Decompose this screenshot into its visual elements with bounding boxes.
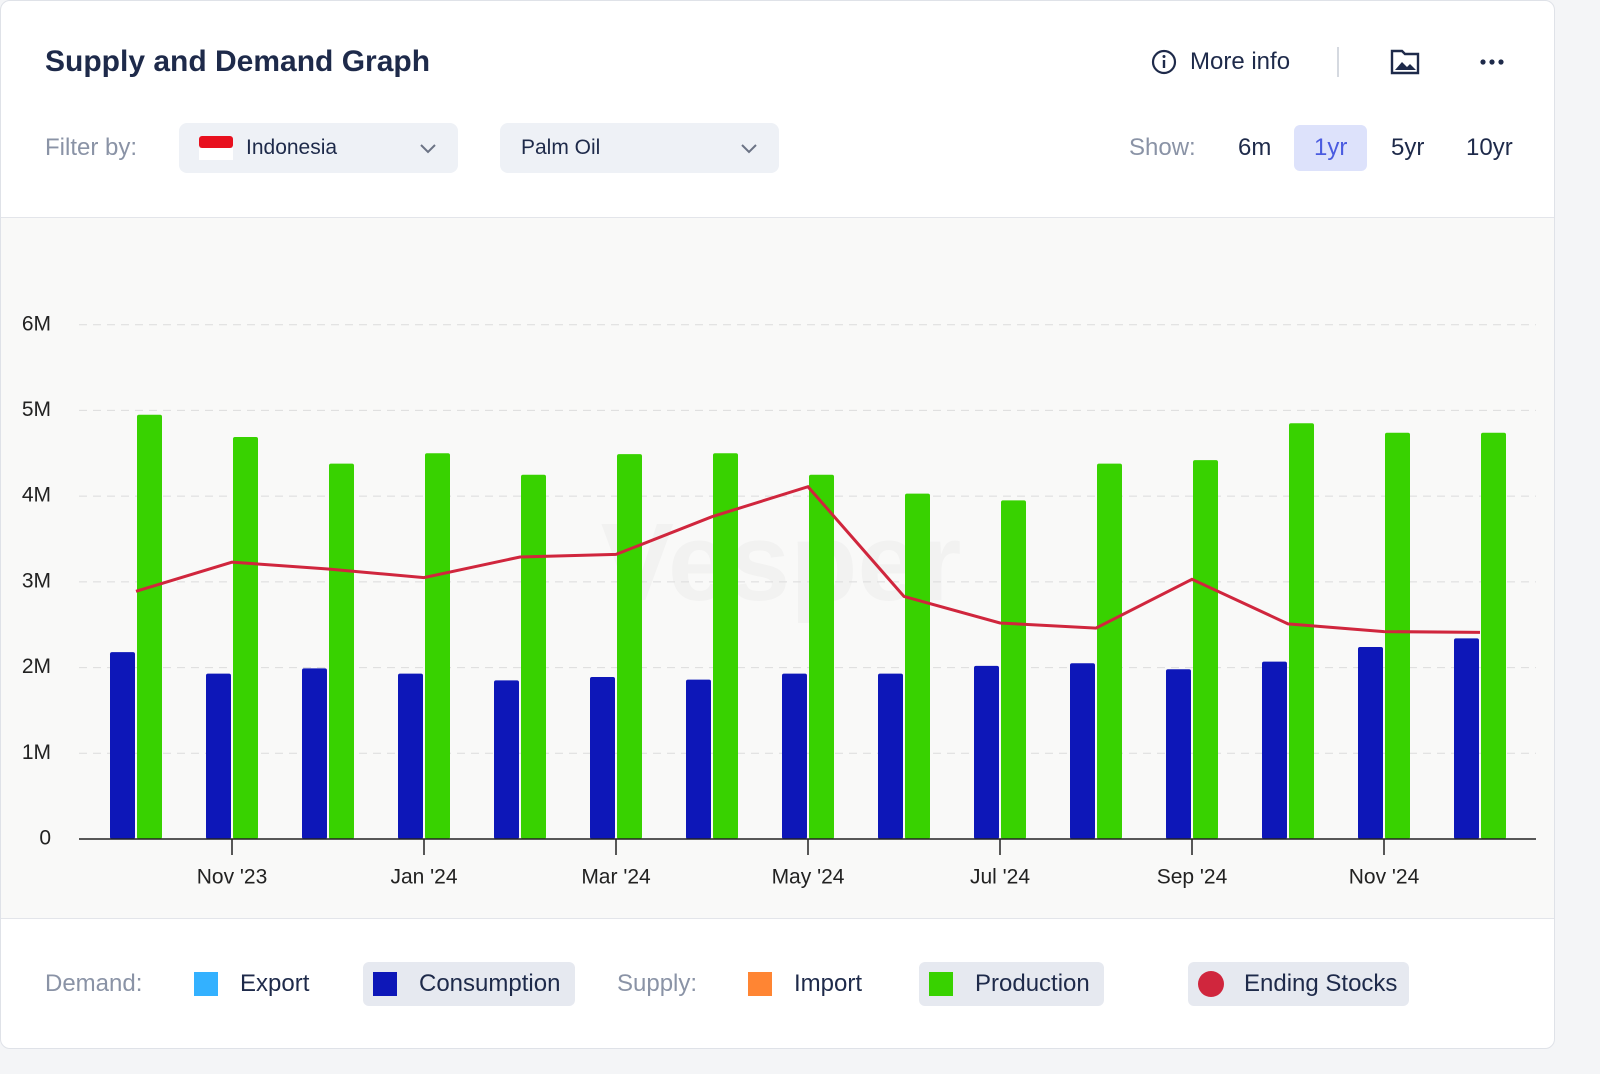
legend-label: Production [975,970,1090,997]
legend-item[interactable]: Production [919,962,1104,1006]
legend-item[interactable]: Consumption [363,962,575,1006]
bar [1193,460,1218,839]
menu-icon[interactable] [1479,57,1507,67]
bar [206,673,231,839]
image-icon[interactable] [1390,47,1420,75]
info-icon[interactable] [1151,49,1177,75]
bar [974,665,999,839]
y-tick-label: 1M [22,741,51,764]
legend-swatch [1198,971,1224,997]
title: Supply and Demand Graph [45,45,431,78]
card: Supply and Demand Graph More info Filter… [0,0,1555,1049]
legend-label: Export [240,970,310,997]
chevron [420,144,436,154]
bar [1097,463,1122,839]
bar [590,677,615,839]
bar [233,437,258,839]
bar [110,652,135,839]
bar [1070,663,1095,839]
legend-swatch [194,972,218,996]
bar [1481,432,1506,839]
y-tick-label: 6M [22,312,51,335]
commodity-dropdown[interactable]: Palm Oil [500,123,779,173]
legend-group-label: Supply: [617,970,698,997]
bar [302,668,327,839]
chevron [741,144,757,154]
flag [199,136,233,160]
bar [329,463,354,839]
x-tick-label: May '24 [772,866,845,889]
legend-swatch [929,972,953,996]
range-option[interactable]: 6m [1238,134,1272,161]
separator [1337,47,1339,77]
y-tick-label: 0 [39,827,51,850]
commodity: Palm Oil [521,136,601,159]
legend-swatch [373,972,397,996]
y-tick-label: 2M [22,655,51,678]
bar [617,454,642,839]
range-option[interactable]: 1yr [1294,125,1368,171]
range-option[interactable]: 10yr [1466,134,1513,161]
x-tick-label: Sep '24 [1157,866,1228,889]
country: Indonesia [246,136,338,159]
legend-label: Import [794,970,863,997]
bar [905,493,930,839]
x-tick-label: Jan '24 [390,866,457,889]
legend-item[interactable]: Ending Stocks [1188,962,1409,1006]
bar [1001,500,1026,839]
bar [1166,669,1191,839]
filter-label: Filter by: [45,134,138,161]
range-option[interactable]: 5yr [1391,134,1425,161]
line [135,484,1481,634]
country-dropdown[interactable]: Indonesia [179,123,458,173]
x-tick-label: Jul '24 [970,866,1030,889]
more-info[interactable]: More info [1190,48,1291,75]
bar [494,680,519,839]
bar [425,453,450,839]
bar [137,414,162,839]
x-tick-label: Mar '24 [581,866,651,889]
legend-group-label: Demand: [45,970,143,997]
legend-item[interactable]: Import [738,962,898,1006]
legend-swatch [748,972,772,996]
bar [878,673,903,839]
bar [521,474,546,839]
bar [1289,423,1314,839]
bar [686,679,711,839]
legend-item[interactable]: Export [184,962,364,1006]
bar [1454,638,1479,839]
legend-label: Consumption [419,970,561,997]
bar [713,453,738,839]
x-tick-label: Nov '23 [197,866,268,889]
y-tick-label: 4M [22,484,51,507]
bar [1262,661,1287,839]
bar [398,673,423,839]
bar [782,673,807,839]
bar [1385,432,1410,839]
x-tick-label: Nov '24 [1349,866,1420,889]
y-tick-label: 5M [22,398,51,421]
legend-label: Ending Stocks [1244,970,1398,997]
y-tick-label: 3M [22,569,51,592]
show-label: Show: [1129,134,1196,161]
bar [1358,647,1383,839]
bar [809,474,834,839]
